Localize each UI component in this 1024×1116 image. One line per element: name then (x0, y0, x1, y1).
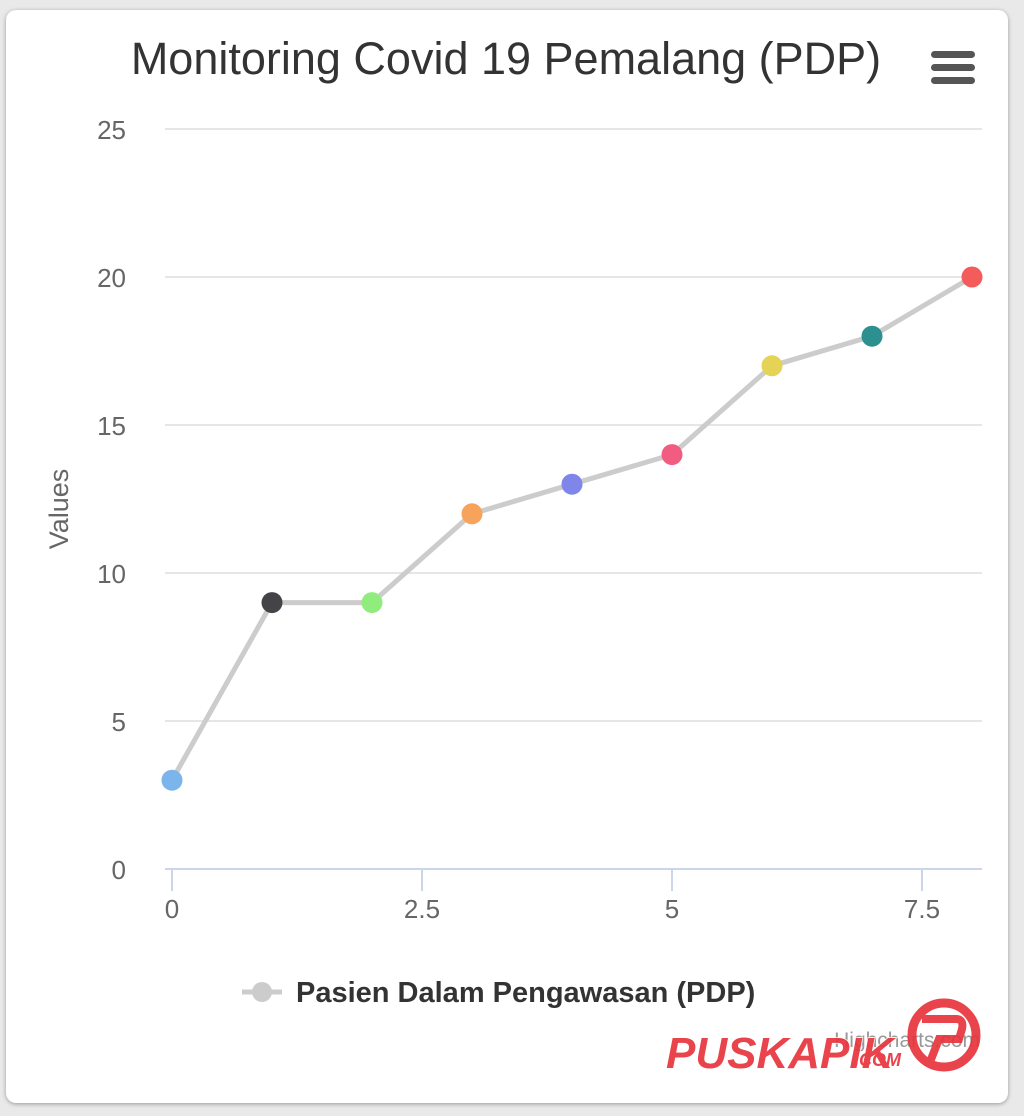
chart-card: Monitoring Covid 19 Pemalang (PDP) 0 5 10 1… (6, 10, 1008, 1103)
y-axis-labels: 0 5 10 15 20 25 (97, 115, 126, 885)
data-point (961, 266, 983, 288)
credits-text[interactable]: Highcharts.com (834, 1029, 980, 1052)
data-point (261, 592, 283, 614)
data-point (461, 503, 483, 525)
y-tick-label: 0 (112, 855, 126, 885)
legend-symbol-marker (252, 982, 272, 1002)
chart-title: Monitoring Covid 19 Pemalang (PDP) (131, 33, 881, 84)
y-tick-label: 25 (97, 115, 126, 145)
series-pdp[interactable] (161, 266, 983, 791)
data-point (761, 355, 783, 377)
y-tick-label: 5 (112, 707, 126, 737)
x-axis-labels: 0 2.5 5 7.5 (165, 894, 940, 924)
x-tick-label: 7.5 (904, 894, 940, 924)
data-point (561, 473, 583, 495)
data-point (161, 769, 183, 791)
x-axis (165, 868, 982, 891)
x-tick-label: 2.5 (404, 894, 440, 924)
hamburger-menu-icon[interactable] (926, 46, 978, 98)
y-tick-label: 15 (97, 411, 126, 441)
y-tick-label: 10 (97, 559, 126, 589)
grid-lines (165, 128, 982, 722)
legend[interactable]: Pasien Dalam Pengawasan (PDP) (242, 977, 755, 1009)
data-point (661, 444, 683, 466)
watermark-text: PUSKAPIK (666, 1029, 897, 1078)
y-axis-title: Values (44, 469, 74, 550)
x-tick-label: 5 (665, 894, 679, 924)
series-line (169, 274, 975, 783)
chart-svg: Monitoring Covid 19 Pemalang (PDP) 0 5 10 1… (44, 33, 983, 1079)
y-tick-label: 20 (97, 263, 126, 293)
watermark-logo: PUSKAPIK .COM (665, 998, 981, 1079)
watermark-p-icon (922, 1015, 967, 1064)
x-tick-label: 0 (165, 894, 179, 924)
legend-item-label[interactable]: Pasien Dalam Pengawasan (PDP) (296, 977, 755, 1009)
watermark-circle-icon (907, 998, 981, 1072)
data-point (361, 592, 383, 614)
watermark-suffix: .COM (854, 1050, 902, 1070)
data-point (861, 325, 883, 347)
